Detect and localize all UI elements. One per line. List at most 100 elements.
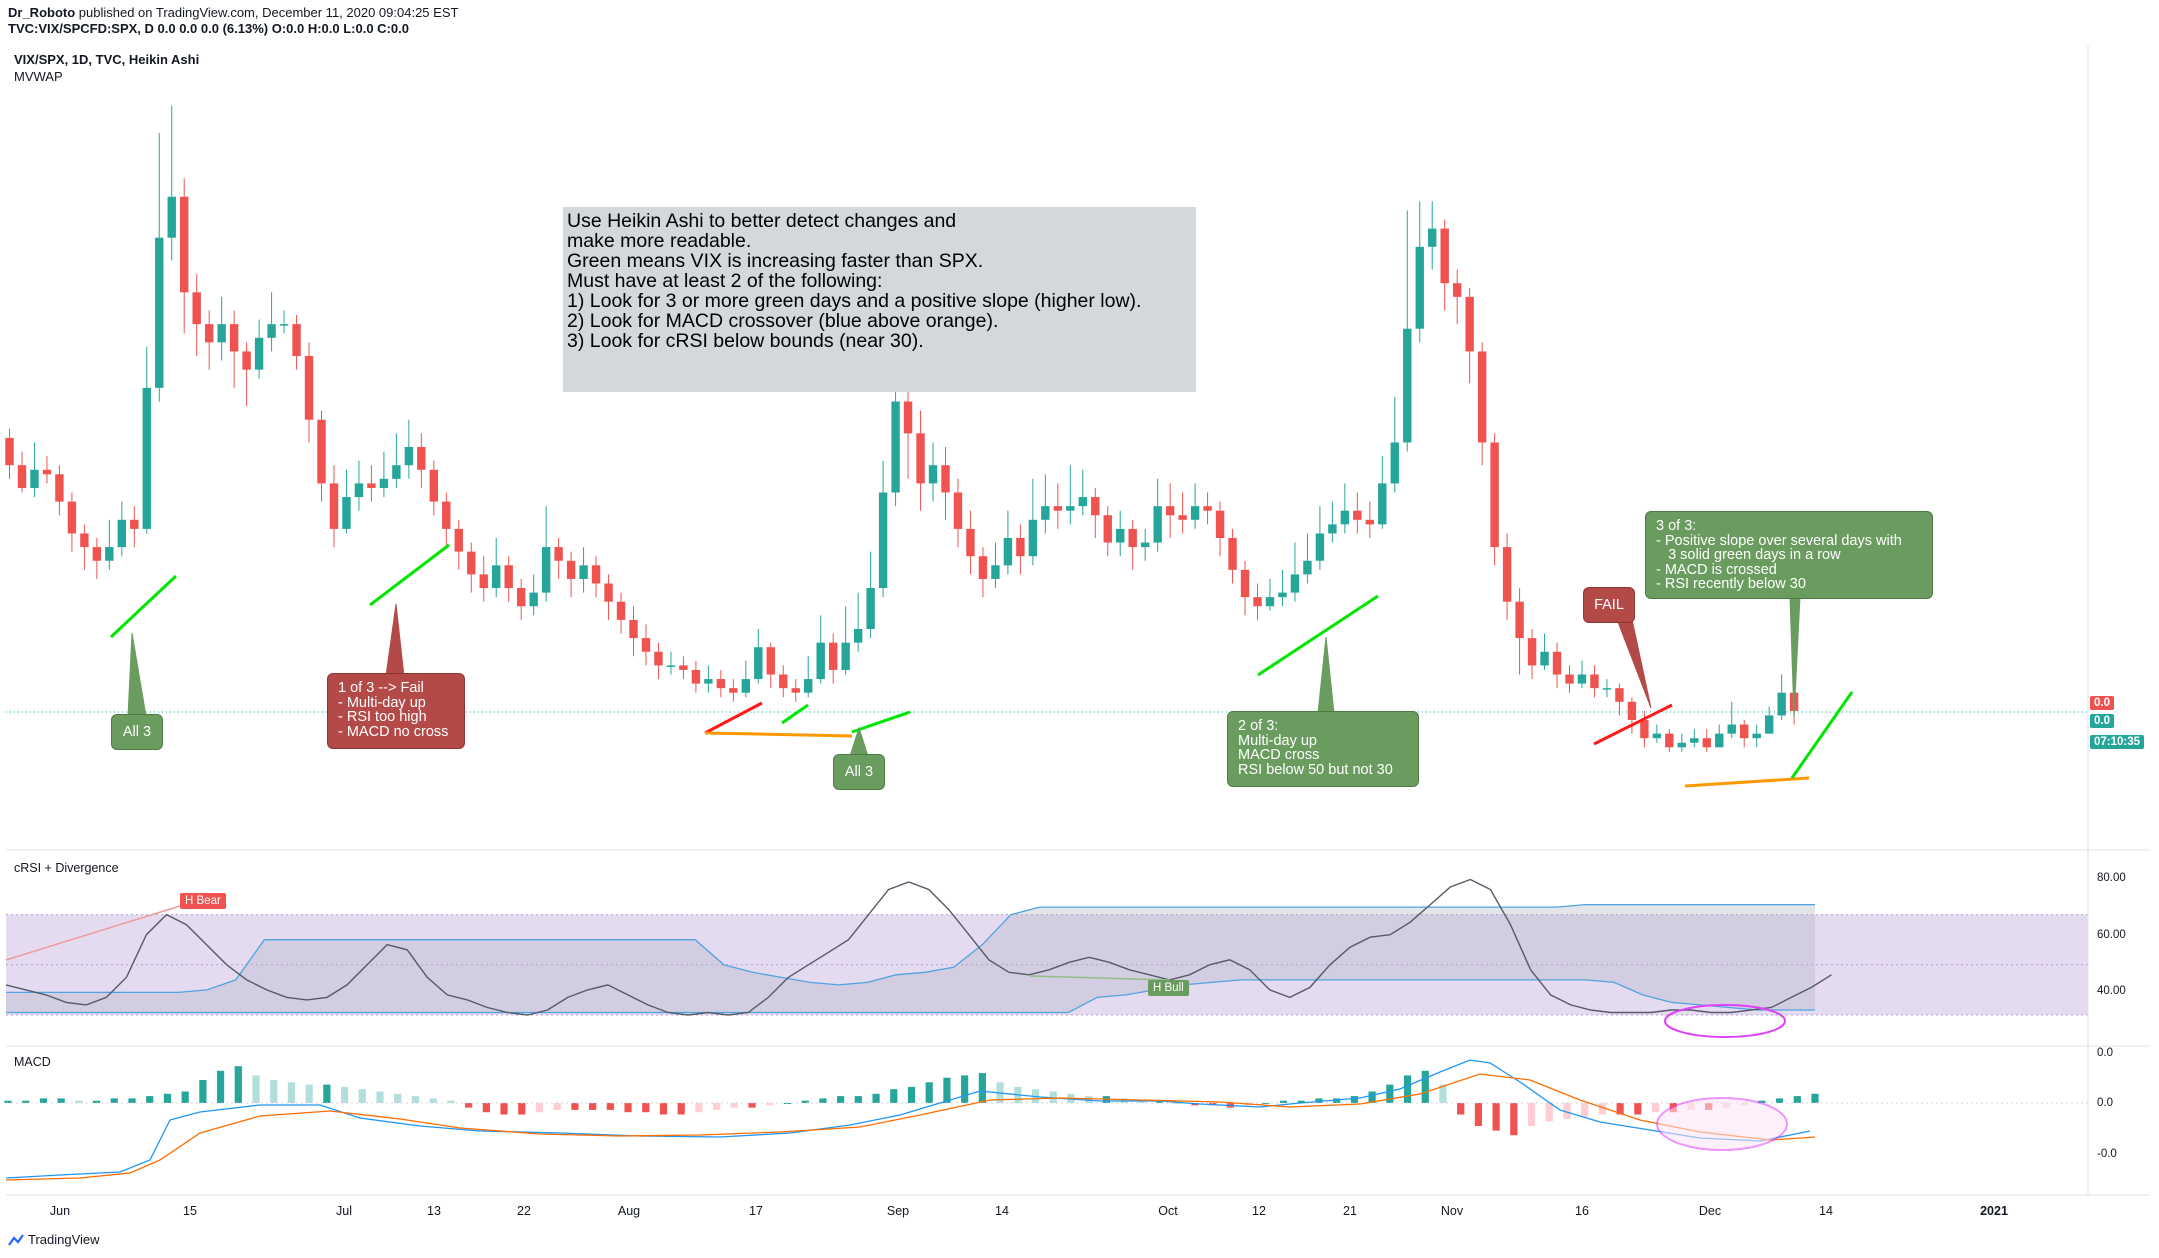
macd-histogram-bar [1527, 1103, 1536, 1126]
macd-histogram-bar [819, 1098, 827, 1103]
candle-body [1415, 246, 1424, 329]
macd-histogram-bar [234, 1066, 242, 1103]
macd-tick-bottom: -0.0 [2097, 1148, 2117, 1160]
candle-body [766, 647, 775, 675]
candle-body [192, 292, 201, 325]
candle-body [454, 528, 463, 552]
macd-histogram-bar [146, 1096, 154, 1103]
macd-histogram-bar [1421, 1070, 1429, 1103]
x-tick: 21 [1343, 1204, 1357, 1218]
crsi-upper-band [6, 903, 1815, 994]
macd-histogram-bar [1581, 1103, 1589, 1117]
candle-body [1565, 674, 1574, 684]
callout-1of3-fail[interactable]: 1 of 3 --> Fail - Multi-day up - RSI too… [327, 673, 465, 749]
callout-3of3[interactable]: 3 of 3: - Positive slope over several da… [1645, 511, 1933, 599]
macd-histogram-bar [766, 1103, 774, 1106]
candle-body [1702, 738, 1711, 748]
macd-histogram-bar [801, 1100, 809, 1103]
candle-body [1203, 506, 1212, 511]
candle-body [1590, 674, 1599, 689]
candle-body [55, 474, 64, 502]
x-tick: 12 [1252, 1204, 1266, 1218]
macd-histogram-bar [1457, 1103, 1465, 1115]
candle-body [392, 465, 401, 479]
candle-body [654, 651, 663, 666]
macd-histogram-bar [216, 1070, 225, 1103]
indicator-legend-mvwap[interactable]: MVWAP [14, 69, 63, 84]
macd-histogram-bar [1085, 1096, 1093, 1103]
candle-body [1378, 483, 1387, 525]
candle-body [554, 547, 563, 561]
macd-histogram-bar [163, 1093, 172, 1103]
candle-body [679, 665, 688, 670]
macd-pane-title[interactable]: MACD [14, 1055, 51, 1069]
crsi-line [5, 878, 1832, 1016]
candle-body [903, 401, 913, 434]
author[interactable]: Dr_Roboto [8, 5, 76, 20]
candle-body [1403, 328, 1412, 443]
candle-body [604, 583, 613, 602]
macd-histogram-bar [252, 1075, 260, 1103]
candle-body [1078, 497, 1087, 507]
trend-line [1790, 691, 1854, 779]
candle-body [691, 669, 701, 684]
macd-histogram-bar [4, 1100, 12, 1103]
macd-histogram-bar [1811, 1093, 1819, 1103]
callout-all3-june[interactable]: All 3 [111, 714, 163, 750]
candle-body [229, 324, 239, 352]
chart-legend-title[interactable]: VIX/SPX, 1D, TVC, Heikin Ashi [14, 52, 200, 67]
candle-body [329, 483, 339, 529]
candle-body [1490, 442, 1499, 548]
candle-body [629, 619, 638, 639]
x-tick: Jul [336, 1204, 352, 1218]
candle-body [853, 629, 863, 643]
candle-body [217, 324, 226, 343]
crsi-tick-60: 60.00 [2097, 929, 2126, 941]
candle-body [204, 324, 214, 343]
candle-body [42, 469, 52, 475]
macd-histogram-bar [1279, 1100, 1288, 1103]
callout-pointer [385, 603, 405, 677]
candle-body [729, 688, 738, 693]
macd-histogram-bar [1793, 1096, 1801, 1103]
strategy-note[interactable]: Use Heikin Ashi to better detect changes… [563, 207, 1196, 392]
candle-body [504, 565, 513, 589]
candle-body [1602, 688, 1612, 690]
macd-histogram-bar [642, 1103, 650, 1113]
candle-body [1764, 715, 1774, 734]
crsi-pane-title[interactable]: cRSI + Divergence [14, 861, 119, 875]
tradingview-icon [8, 1233, 24, 1246]
candle-body [1390, 442, 1399, 484]
macd-histogram-bar [978, 1073, 986, 1103]
candle-body [1165, 506, 1175, 516]
note-line: Green means VIX is increasing faster tha… [567, 250, 984, 272]
candle-body [1128, 528, 1137, 548]
candle-body [1777, 692, 1786, 716]
callout-all3-august[interactable]: All 3 [833, 754, 885, 790]
symbol-line: TVC:VIX/SPCFD:SPX, D 0.0 0.0 0.0 (6.13%)… [8, 21, 409, 36]
h-bear-badge: H Bear [180, 893, 226, 909]
candle-body [1178, 515, 1187, 520]
candle-body [666, 665, 676, 667]
macd-histogram-bar [1155, 1100, 1164, 1103]
macd-histogram-bar [447, 1100, 455, 1103]
callout-2of3[interactable]: 2 of 3: Multi-day up MACD cross RSI belo… [1227, 711, 1419, 787]
x-tick: Sep [886, 1204, 910, 1218]
macd-histogram-bar [1297, 1100, 1305, 1103]
macd-histogram-bar [39, 1098, 48, 1103]
candle-body [155, 237, 164, 388]
callout-fail[interactable]: FAIL [1583, 587, 1635, 623]
macd-histogram-bar [890, 1089, 898, 1103]
macd-histogram-bar [92, 1100, 101, 1103]
crsi-lower-band [6, 979, 1815, 1014]
candle-body [1290, 574, 1300, 593]
macd-histogram-bar [1634, 1103, 1642, 1115]
candle-body [1215, 510, 1225, 538]
candle-body [1116, 528, 1125, 543]
macd-histogram-bar [287, 1082, 296, 1103]
note-line: 2) Look for MACD crossover (blue above o… [567, 310, 999, 332]
candle-body [1140, 542, 1150, 548]
candle-body [5, 437, 14, 466]
tradingview-logo[interactable]: TradingView [8, 1232, 100, 1247]
